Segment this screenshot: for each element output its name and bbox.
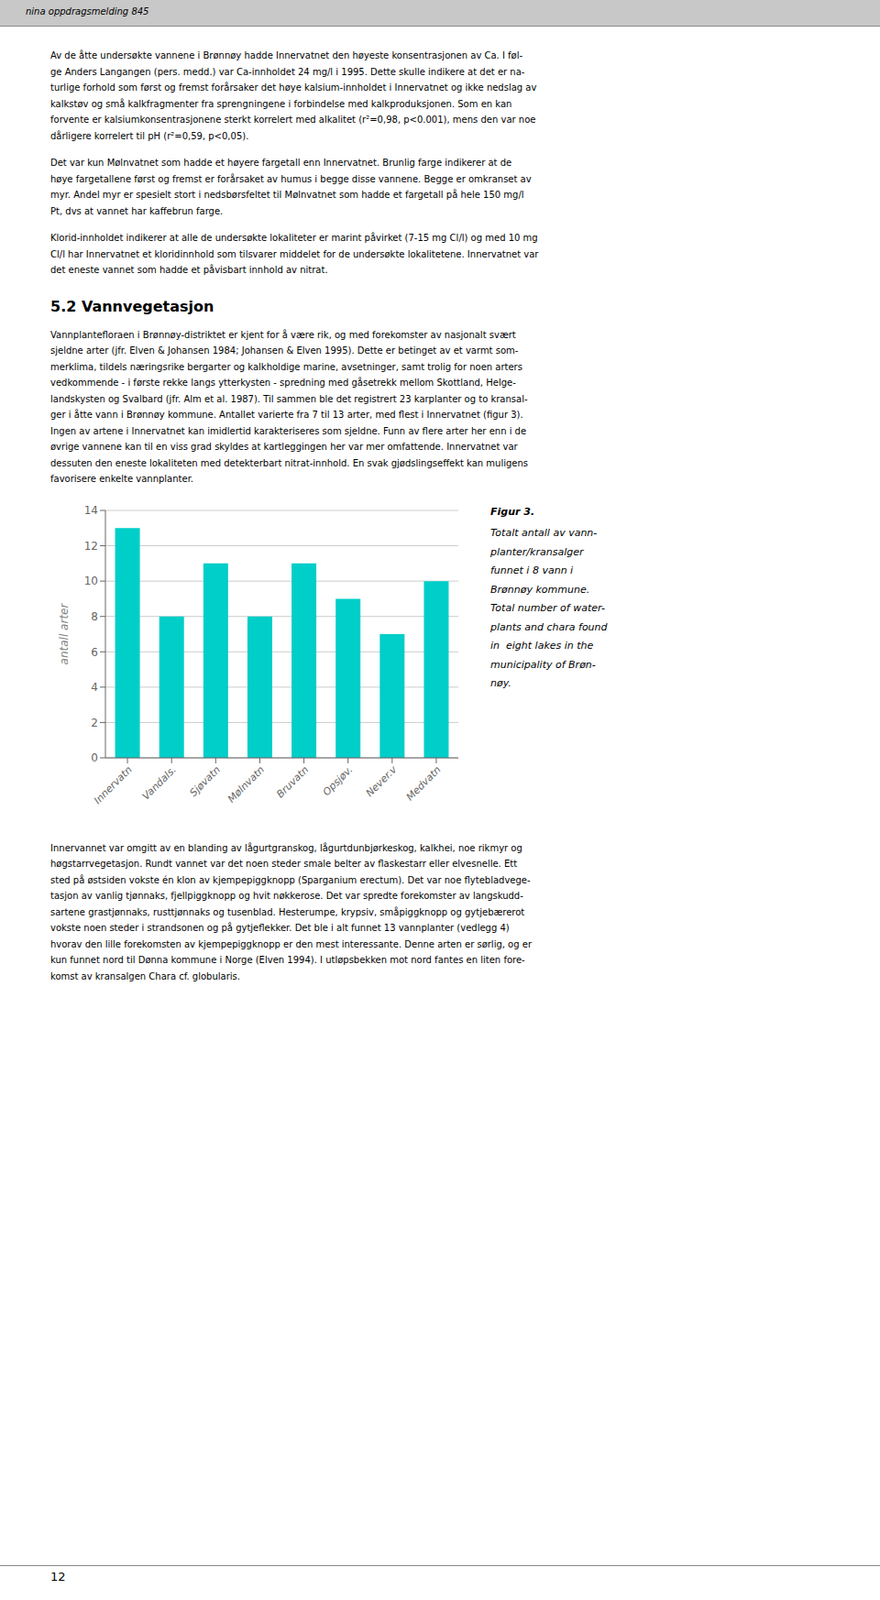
html-text:sartene grastjønnaks, rusttjøn: sartene grastjønnaks, rusttjønnaks og tu… xyxy=(50,907,525,918)
html-text:Vannplantefloraen i Brønnøy-di: Vannplantefloraen i Brønnøy-distriktet e… xyxy=(50,329,516,340)
svg-text:Never.v: Never.v xyxy=(363,763,400,800)
svg-text:10: 10 xyxy=(84,574,99,588)
svg-text:8: 8 xyxy=(90,609,99,623)
html-text:Figur 3.: Figur 3. xyxy=(490,505,535,518)
html-text:sted på østsiden vokste én klo: sted på østsiden vokste én klon av kjemp… xyxy=(50,874,531,886)
html-text:forvente er kalsiumkonsentrasj: forvente er kalsiumkonsentrasjonene ster… xyxy=(50,114,536,125)
svg-text:4: 4 xyxy=(90,681,99,694)
html-text:plants and chara found: plants and chara found xyxy=(490,621,608,634)
html-text:Cl/l har Innervatnet et klorid: Cl/l har Innervatnet et kloridinnhold so… xyxy=(50,248,539,259)
html-text:tasjon av vanlig tjønnaks, fje: tasjon av vanlig tjønnaks, fjellpiggknop… xyxy=(50,891,524,902)
html-text:Ingen av artene i Innervatnet: Ingen av artene i Innervatnet kan imidle… xyxy=(50,425,527,436)
html-text:Brønnøy kommune.: Brønnøy kommune. xyxy=(490,583,590,596)
svg-text:0: 0 xyxy=(90,751,99,765)
html-text:Av de åtte undersøkte vannene: Av de åtte undersøkte vannene i Brønnøy … xyxy=(50,50,523,61)
svg-text:Sjøvatn: Sjøvatn xyxy=(187,763,223,799)
html-text:ge Anders Langangen (pers. med: ge Anders Langangen (pers. medd.) var Ca… xyxy=(50,66,525,77)
html-text:høye fargetallene først og fre: høye fargetallene først og fremst er for… xyxy=(50,173,532,184)
html-text:det eneste vannet som hadde et: det eneste vannet som hadde et påvisbart… xyxy=(50,264,328,275)
html-text:sjeldne arter (jfr. Elven & Jo: sjeldne arter (jfr. Elven & Johansen 198… xyxy=(50,345,519,356)
svg-text:Mølnvatn: Mølnvatn xyxy=(225,763,267,805)
html-text:ger i åtte vann i Brønnøy komm: ger i åtte vann i Brønnøy kommune. Antal… xyxy=(50,409,524,420)
html-text:nina oppdragsmelding 845: nina oppdragsmelding 845 xyxy=(25,6,149,17)
html-text:Pt, dvs at vannet har kaffebru: Pt, dvs at vannet har kaffebrun farge. xyxy=(50,205,224,216)
html-text:nøy.: nøy. xyxy=(490,677,512,690)
html-text:vedkommende - i første rekke l: vedkommende - i første rekke langs ytter… xyxy=(50,377,516,388)
svg-text:12: 12 xyxy=(84,539,99,552)
html-text:Total number of water-: Total number of water- xyxy=(490,602,605,615)
svg-text:6: 6 xyxy=(90,645,99,659)
html-text:komst av kransalgen Chara cf.: komst av kransalgen Chara cf. globularis… xyxy=(50,971,241,982)
html-text:kun funnet nord til Dønna komm: kun funnet nord til Dønna kommune i Norg… xyxy=(50,955,525,966)
html-text:landskysten og Svalbard (jfr.: landskysten og Svalbard (jfr. Alm et al.… xyxy=(50,393,528,404)
html-text:Klorid-innholdet indikerer at: Klorid-innholdet indikerer at alle de un… xyxy=(50,232,538,243)
html-text:Innervannet var omgitt av en b: Innervannet var omgitt av en blanding av… xyxy=(50,842,523,853)
html-text:dårligere korrelert til pH (r²: dårligere korrelert til pH (r²=0,59, p<0… xyxy=(50,130,249,141)
html-text:12: 12 xyxy=(50,1570,66,1584)
svg-text:Opsjøv.: Opsjøv. xyxy=(320,763,356,799)
svg-text:2: 2 xyxy=(90,715,99,729)
html-text:municipality of Brøn-: municipality of Brøn- xyxy=(490,658,596,671)
html-text:vokste noen steder i strandson: vokste noen steder i strandsonen og på g… xyxy=(50,923,510,934)
html-text:kalkstøv og små kalkfragmenter: kalkstøv og små kalkfragmenter fra spren… xyxy=(50,98,512,109)
html-text:turlige forhold som først og f: turlige forhold som først og fremst forå… xyxy=(50,82,537,93)
svg-text:14: 14 xyxy=(84,504,99,517)
html-text:in eight lakes in the: in eight lakes in the xyxy=(490,639,594,652)
html-text:øvrige vannene kan til en viss: øvrige vannene kan til en viss grad skyl… xyxy=(50,441,518,452)
html-text:hvorav den lille forekomsten a: hvorav den lille forekomsten av kjempepi… xyxy=(50,939,532,950)
html-text:merklima, tildels næringsrike: merklima, tildels næringsrike bergarter … xyxy=(50,361,523,372)
html-text:Totalt antall av vann-: Totalt antall av vann- xyxy=(490,527,598,540)
html-text:5.2 Vannvegetasjon: 5.2 Vannvegetasjon xyxy=(50,297,214,315)
svg-text:Bruvatn: Bruvatn xyxy=(274,763,311,801)
html-text:planter/kransalger: planter/kransalger xyxy=(490,545,584,558)
html-text:favorisere enkelte vannplanter: favorisere enkelte vannplanter. xyxy=(50,473,194,484)
html-text:høgstarrvegetasjon. Rundt vann: høgstarrvegetasjon. Rundt vannet var det… xyxy=(50,858,518,869)
html-text:dessuten den eneste lokalitete: dessuten den eneste lokaliteten med dete… xyxy=(50,457,528,468)
svg-text:antall arter: antall arter xyxy=(57,602,71,665)
svg-text:Innervatn: Innervatn xyxy=(91,763,135,807)
html-text:Det var kun Mølnvatnet som had: Det var kun Mølnvatnet som hadde et høye… xyxy=(50,157,512,168)
svg-text:Medvatn: Medvatn xyxy=(404,763,444,803)
svg-text:Vandals.: Vandals. xyxy=(140,763,179,803)
html-text:myr. Andel myr er spesielt sto: myr. Andel myr er spesielt stort i nedsb… xyxy=(50,189,524,200)
html-text:funnet i 8 vann i: funnet i 8 vann i xyxy=(490,564,574,577)
